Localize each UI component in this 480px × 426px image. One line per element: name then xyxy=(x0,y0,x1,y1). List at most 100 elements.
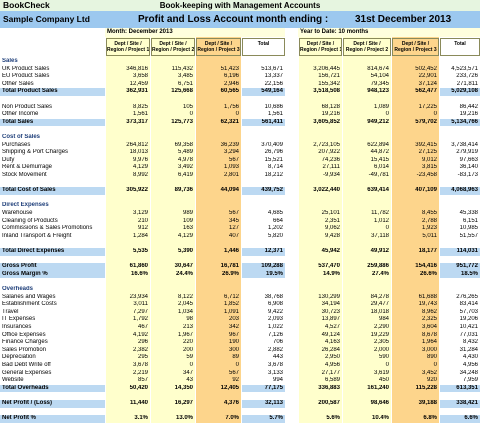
value-cell: 912 xyxy=(137,225,148,232)
row-label: General Expenses xyxy=(2,369,52,376)
column-header-line: Dept / Site / xyxy=(401,41,430,47)
row-label: Depreciation xyxy=(2,354,36,361)
column-header: Total xyxy=(440,38,480,56)
value-cell: 92 xyxy=(232,377,239,384)
value-cell: 5,535 xyxy=(132,248,148,254)
value-cell: 467 xyxy=(137,324,148,330)
value-cell: 3,604 xyxy=(421,324,437,330)
value-cell: 5,029,108 xyxy=(440,88,480,96)
value-cell: 130,299 xyxy=(318,293,340,300)
value-cell: 4,978 xyxy=(177,156,193,163)
value-cell: 12,459 xyxy=(129,80,148,87)
row-label: Finance Charges xyxy=(2,339,48,346)
value-cell: 5.6% xyxy=(326,415,340,422)
value-cell: 2,882 xyxy=(267,346,283,353)
value-cell: 3,619 xyxy=(373,369,389,376)
value-cell: 26,284 xyxy=(321,346,340,353)
value-cell: 4,527 xyxy=(324,324,340,330)
value-cell: 502,452 xyxy=(415,65,437,72)
value-cell: 18,212 xyxy=(264,172,283,178)
value-cell: 43 xyxy=(186,377,193,384)
value-cell: -9,934 xyxy=(322,172,340,178)
row-label: Stock Movement xyxy=(2,172,47,178)
value-cell: 3,129 xyxy=(132,210,148,216)
value-cell: 34,248 xyxy=(459,369,478,376)
column-band xyxy=(392,37,439,423)
value-cell: 342 xyxy=(228,324,239,330)
value-cell: 1,792 xyxy=(132,316,148,323)
value-cell: 203 xyxy=(228,316,239,323)
value-cell: 16,297 xyxy=(174,400,193,406)
value-cell: 68,128 xyxy=(321,103,340,110)
value-cell: 233,726 xyxy=(456,73,478,80)
row-label: Other Income xyxy=(2,111,39,118)
company-name: Sample Company Ltd xyxy=(3,14,90,24)
value-cell: 3,133 xyxy=(267,369,283,376)
value-cell: 0 xyxy=(385,362,389,368)
value-cell: 19,216 xyxy=(321,111,340,118)
value-cell: 7,297 xyxy=(132,308,148,315)
value-cell: 2,045 xyxy=(177,301,193,308)
value-cell: 300 xyxy=(228,346,239,353)
value-cell: 407,109 xyxy=(415,187,437,194)
value-cell: 19,229 xyxy=(370,331,389,338)
value-cell: 10,686 xyxy=(264,103,283,110)
value-cell: 89,736 xyxy=(174,187,193,194)
value-cell: 0 xyxy=(189,111,193,118)
row-label: Total Product Sales xyxy=(0,88,105,96)
value-cell: 44,872 xyxy=(370,149,389,156)
value-cell: 74,236 xyxy=(321,156,340,163)
value-cell: 60,565 xyxy=(220,88,239,95)
value-cell: 920 xyxy=(426,377,437,384)
value-cell: 125,773 xyxy=(171,118,193,125)
value-cell: 6,712 xyxy=(223,293,239,300)
value-cell: 97,663 xyxy=(459,156,478,163)
column-header-line: Dept / Site / xyxy=(306,41,335,47)
value-cell: 4,129 xyxy=(177,232,193,239)
value-cell: 2,950 xyxy=(324,354,340,361)
value-cell: 4,068,963 xyxy=(440,187,480,195)
value-cell: 86,442 xyxy=(459,103,478,110)
value-cell: 0 xyxy=(189,362,193,368)
value-cell: 8,455 xyxy=(421,210,437,216)
value-cell: 69,358 xyxy=(174,141,193,148)
value-cell: 5,820 xyxy=(267,232,283,239)
value-cell: 30,723 xyxy=(321,308,340,315)
column-header-line: Region / Project 3 xyxy=(197,47,240,53)
value-cell: 114,031 xyxy=(440,248,480,256)
value-cell: 0 xyxy=(385,111,389,118)
row-label: Gross Margin % xyxy=(0,270,105,279)
value-cell: 13,897 xyxy=(321,316,340,323)
value-cell: 12,405 xyxy=(220,384,239,391)
value-cell: 890 xyxy=(426,354,437,361)
value-cell: 537,470 xyxy=(318,263,340,270)
value-cell: 706 xyxy=(272,339,283,346)
column-header-line: Dept / Site / xyxy=(159,41,187,47)
row-label: Office Expenses xyxy=(2,331,46,338)
value-cell: 115,228 xyxy=(415,384,437,391)
value-cell: 45,338 xyxy=(459,210,478,216)
row-label: Total Direct Expenses xyxy=(0,248,105,256)
value-cell: 61,860 xyxy=(129,263,148,270)
value-cell: 3,658 xyxy=(132,73,148,80)
value-cell: 26.6% xyxy=(419,270,437,277)
value-cell: 2,788 xyxy=(421,217,437,224)
value-cell: 4,376 xyxy=(223,400,239,406)
column-header-line: Dept / Site / xyxy=(353,41,381,47)
value-cell: 8,678 xyxy=(421,331,437,338)
value-cell: 857 xyxy=(137,377,148,384)
value-cell: 29,477 xyxy=(370,301,389,308)
value-cell: 664 xyxy=(272,217,283,224)
value-cell: 83,414 xyxy=(459,301,478,308)
section-header: Direct Expenses xyxy=(2,202,49,209)
value-cell: 51,557 xyxy=(459,232,478,239)
column-header-line: Region / Project 2 xyxy=(345,47,389,53)
value-cell: 259,886 xyxy=(367,263,389,270)
value-cell: 27,111 xyxy=(322,164,340,171)
section-header: Sales xyxy=(2,58,18,64)
value-cell: 2,946 xyxy=(223,80,239,87)
row-label: Salaries and Wages xyxy=(2,293,56,300)
value-cell: 9,422 xyxy=(267,308,283,315)
value-cell: 14,350 xyxy=(174,384,193,391)
row-label: Other Sales xyxy=(2,80,34,87)
